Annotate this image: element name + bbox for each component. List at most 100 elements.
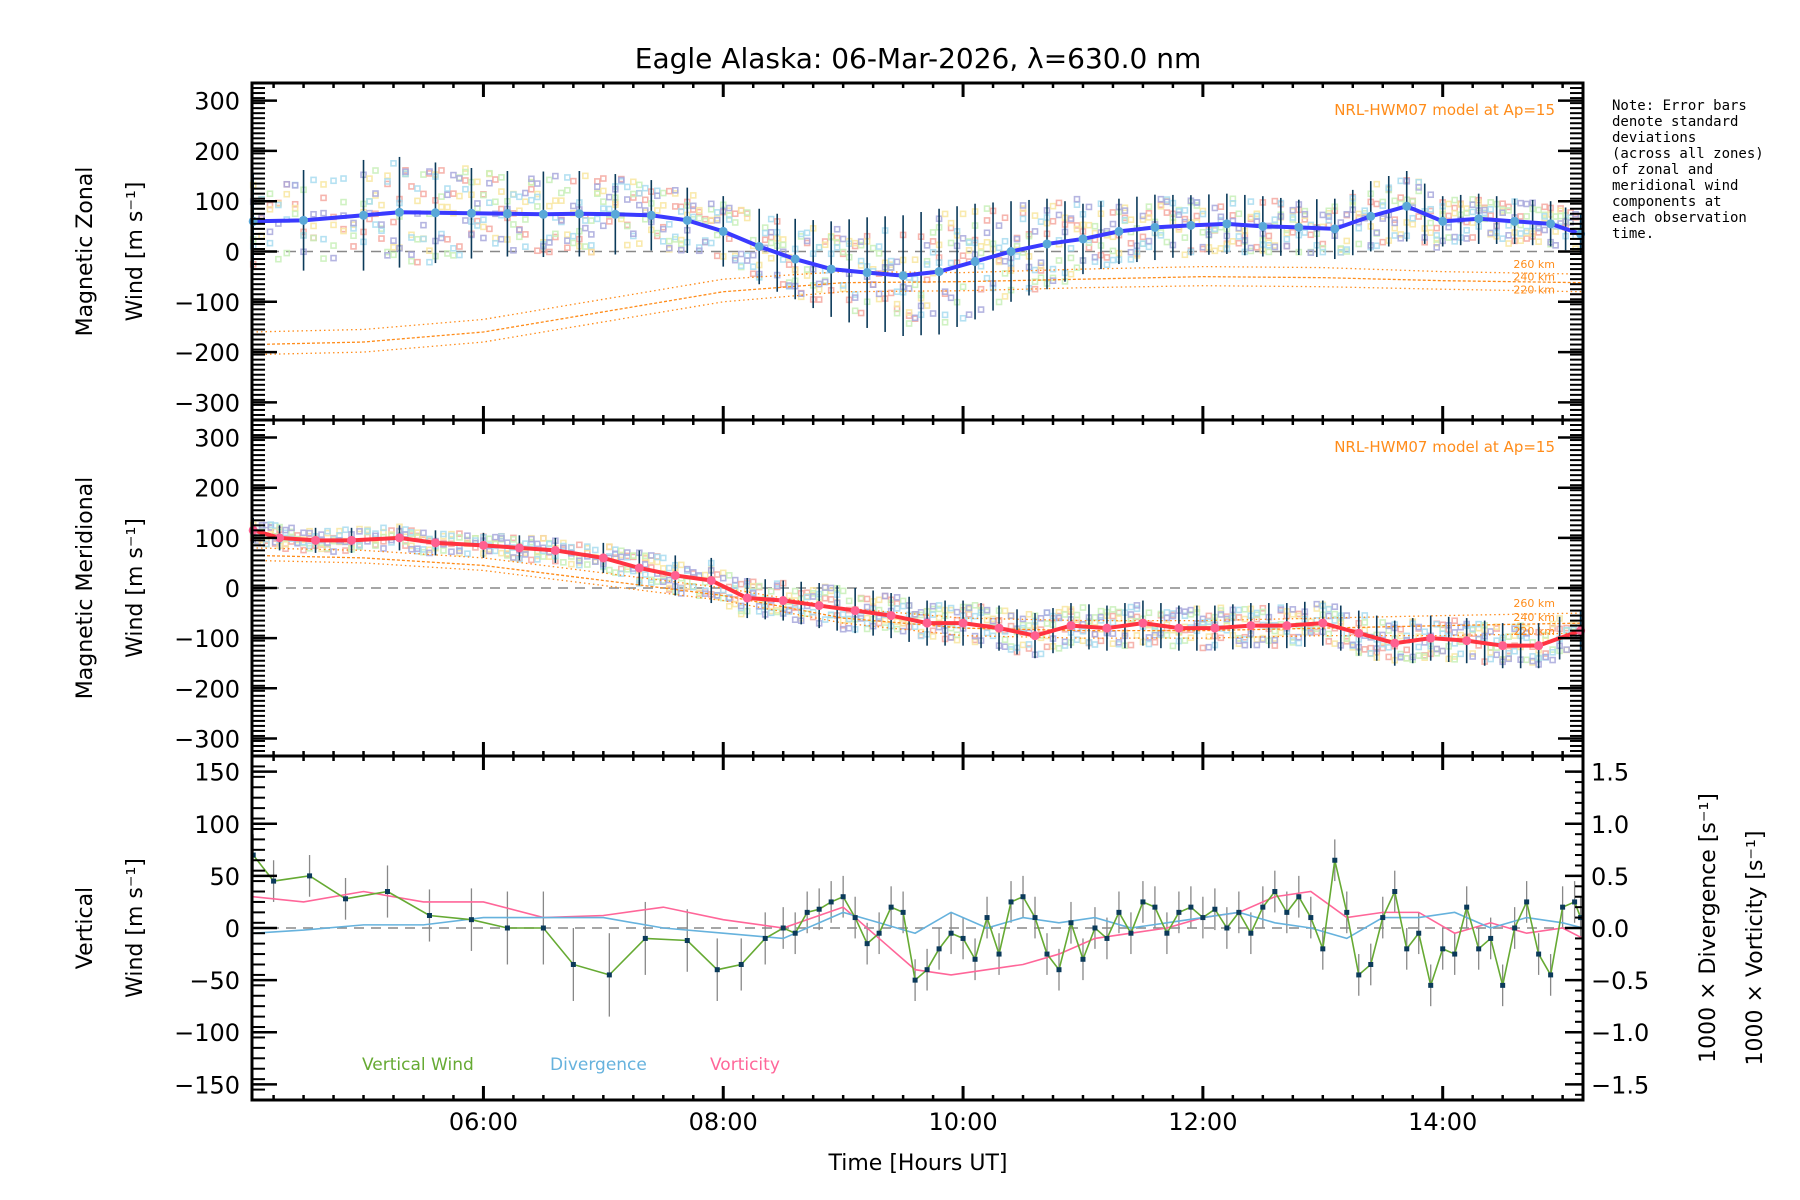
zone-point — [1157, 202, 1165, 210]
zone-point — [1061, 611, 1069, 618]
zonal-wind-point — [1114, 226, 1124, 236]
zone-point — [833, 225, 841, 233]
zone-point — [1163, 631, 1171, 639]
y-tick-label: −200 — [174, 339, 240, 367]
zone-point — [594, 215, 601, 223]
zone-point — [1181, 207, 1189, 214]
panel-vertical: Vertical Wind Divergence Vorticity 1.5 1.0 0.… — [73, 754, 1768, 1102]
zone-point — [1415, 643, 1423, 651]
zone-point — [965, 604, 973, 612]
zone-point — [366, 175, 373, 182]
zone-point — [1085, 203, 1093, 211]
zone-point — [1067, 245, 1075, 252]
zone-point — [1397, 632, 1405, 640]
zone-point — [995, 298, 1003, 306]
zone-point — [923, 242, 931, 249]
zone-point — [737, 206, 745, 214]
meridional-wind-point — [1390, 638, 1400, 648]
zone-point — [1403, 655, 1411, 662]
zone-point — [1163, 209, 1171, 216]
meridional-wind-point — [634, 563, 644, 573]
zone-point — [1031, 228, 1039, 235]
zone-point — [1451, 617, 1458, 625]
zone-point — [911, 623, 919, 631]
y-tick-label: 0 — [225, 575, 240, 603]
zone-point — [1025, 645, 1033, 652]
note-line: components at — [1612, 194, 1722, 210]
zone-point — [713, 231, 721, 239]
zone-point — [905, 320, 913, 327]
zone-point — [390, 243, 397, 251]
zone-point — [1397, 231, 1405, 238]
zone-point — [1013, 253, 1021, 260]
zone-point — [725, 602, 733, 610]
zone-point — [1505, 655, 1512, 663]
zone-point — [1451, 656, 1458, 663]
zone-point — [546, 540, 553, 548]
zone-point — [582, 224, 589, 232]
vertical-wind-point — [1044, 951, 1050, 957]
zone-point — [310, 210, 317, 218]
zone-point — [384, 172, 391, 179]
zone-point — [1079, 604, 1087, 611]
zone-point — [1205, 643, 1213, 651]
zone-point — [1127, 256, 1135, 263]
zone-point — [1019, 641, 1027, 649]
zone-point — [330, 254, 337, 262]
zone-point — [1151, 631, 1159, 639]
meridional-wind-point — [1210, 623, 1220, 633]
zone-point — [1397, 177, 1405, 185]
vertical-wind-point — [864, 941, 870, 947]
zone-point — [911, 281, 919, 289]
zone-point — [935, 623, 943, 631]
zone-point — [1187, 611, 1195, 618]
zone-point — [857, 238, 865, 245]
zone-point — [1241, 615, 1249, 623]
meridional-wind-point — [1066, 621, 1076, 631]
zone-point — [510, 247, 517, 254]
zone-point — [1487, 649, 1494, 656]
zone-point — [1535, 229, 1542, 236]
zone-point — [737, 262, 745, 270]
zone-point — [767, 239, 775, 247]
zone-point — [959, 210, 967, 218]
zone-point — [522, 551, 529, 558]
zone-point — [1091, 641, 1099, 648]
zone-point — [528, 535, 535, 543]
zone-point — [1067, 215, 1075, 222]
zone-point — [1199, 619, 1207, 626]
zone-point — [456, 243, 463, 250]
zone-point — [725, 572, 733, 579]
zone-point — [791, 604, 799, 612]
zone-point — [1385, 622, 1393, 630]
zone-point — [420, 235, 427, 243]
zone-point — [636, 201, 643, 209]
zone-point — [1127, 641, 1135, 649]
vertical-wind-point — [1272, 889, 1278, 895]
vertical-wind-point — [714, 967, 720, 973]
zone-point — [689, 569, 697, 576]
zone-point — [803, 593, 811, 601]
zone-point — [624, 196, 631, 203]
note-line: deviations — [1612, 130, 1696, 146]
zone-point — [1427, 191, 1435, 199]
zone-point — [1079, 627, 1087, 635]
zone-point — [1549, 624, 1556, 632]
zone-point — [1145, 243, 1153, 251]
zone-point — [1037, 615, 1045, 622]
zone-point — [755, 582, 763, 590]
zone-point — [1499, 235, 1506, 242]
zone-point — [444, 250, 451, 257]
zone-point — [761, 236, 769, 244]
zone-point — [1469, 201, 1476, 209]
zone-point — [486, 169, 493, 177]
zone-point — [677, 246, 685, 254]
vertical-wind-point — [343, 896, 349, 902]
zone-point — [959, 235, 967, 242]
zone-point — [516, 226, 523, 234]
zone-point — [462, 168, 469, 176]
zone-point — [911, 314, 919, 322]
zone-point — [522, 216, 529, 223]
zone-point — [1421, 628, 1429, 636]
zone-point — [1523, 656, 1530, 664]
